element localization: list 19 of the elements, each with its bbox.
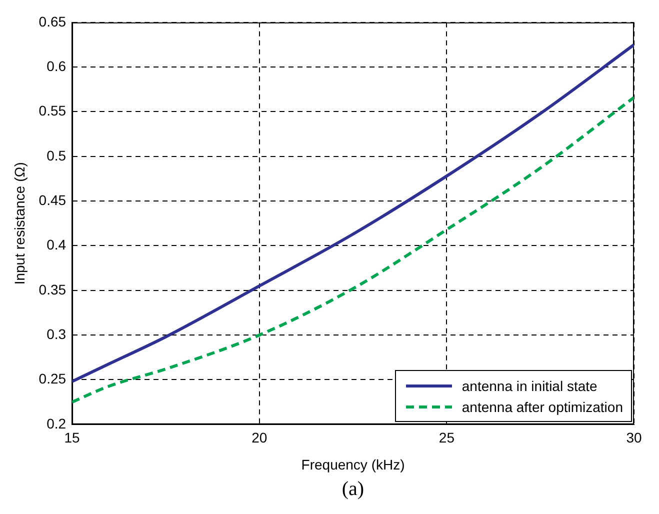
y-tick-label: 0.65 [38,13,66,30]
x-tick-label: 30 [626,430,642,446]
y-tick-label: 0.5 [46,147,66,164]
y-tick-label: 0.55 [38,102,66,119]
legend-label: antenna after optimization [462,398,623,415]
y-tick-label: 0.6 [46,58,66,74]
x-tick-label: 15 [64,430,80,446]
y-tick-label: 0.3 [46,326,66,342]
text: (a) [340,478,366,501]
x-tick-label: 20 [252,430,268,446]
legend-label: antenna in initial state [462,378,598,394]
y-tick-label: 0.2 [46,415,66,432]
x-tick-label: 25 [438,430,455,446]
y-axis-title: Input resistance (Ω) [11,162,28,285]
y-tick-label: 0.35 [38,281,66,298]
x-axis-title: Frequency (kHz) [301,456,405,472]
y-tick-label: 0.45 [38,192,66,208]
y-tick-label: 0.25 [38,370,66,387]
y-tick-label: 0.4 [46,236,66,253]
